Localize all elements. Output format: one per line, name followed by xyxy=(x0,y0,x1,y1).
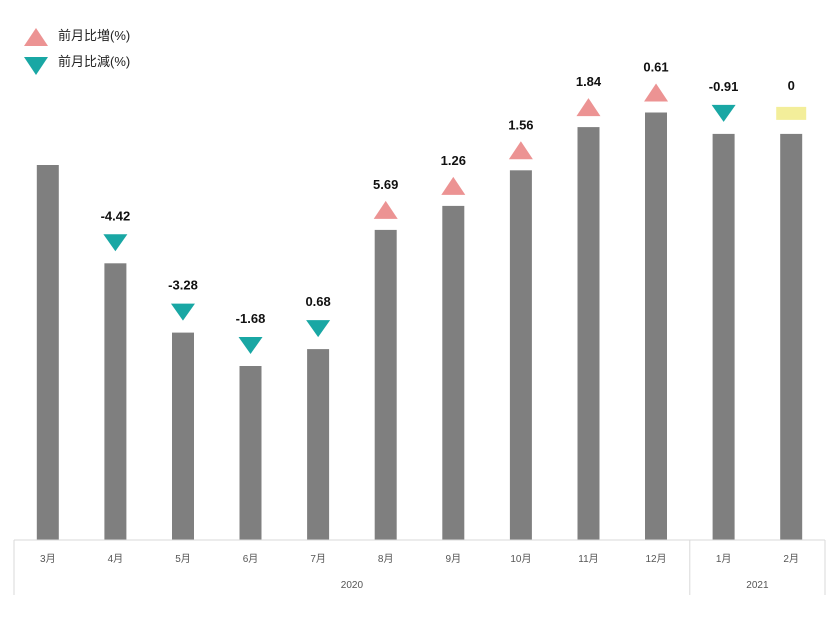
bar-4 xyxy=(239,366,262,540)
x-group-label-2021: 2021 xyxy=(746,580,769,591)
x-tick-label-10: 12月 xyxy=(645,553,666,565)
x-tick-label-7: 9月 xyxy=(446,553,462,565)
x-tick-label-9: 11月 xyxy=(578,553,598,565)
bar-8 xyxy=(509,170,532,541)
legend-decrease-marker xyxy=(24,57,48,75)
change-marker-9 xyxy=(576,98,601,117)
change-marker-6 xyxy=(373,200,398,219)
bar-3 xyxy=(172,332,194,540)
bar-5 xyxy=(307,349,330,540)
change-marker-4 xyxy=(238,337,263,354)
x-axis: 3月 4月 5月 6月 7月 8月 9月 10月 11月 12月 1月 2月 2020 2021 xyxy=(13,539,826,595)
legend-decrease-label: 前月比減(%) xyxy=(58,54,130,69)
legend-increase-label: 前月比増(%) xyxy=(58,28,130,43)
change-label-7: 1.26 xyxy=(441,153,466,168)
change-label-3: -3.28 xyxy=(168,278,198,293)
x-tick-label-12: 2月 xyxy=(783,553,799,565)
bars xyxy=(36,112,803,541)
change-markers xyxy=(103,83,807,354)
bar-1 xyxy=(36,165,59,540)
change-marker-2 xyxy=(103,234,128,252)
change-marker-5 xyxy=(306,320,331,338)
change-label-12: 0 xyxy=(788,78,795,93)
bar-11 xyxy=(712,133,735,540)
bar-9 xyxy=(577,127,600,540)
change-label-9: 1.84 xyxy=(576,74,602,89)
bar-6 xyxy=(374,229,397,540)
x-tick-label-6: 8月 xyxy=(378,553,394,565)
change-marker-11 xyxy=(711,104,736,122)
change-marker-3 xyxy=(170,303,195,321)
x-tick-label-5: 7月 xyxy=(310,553,326,565)
x-tick-label-4: 6月 xyxy=(243,553,259,565)
change-label-5: 0.68 xyxy=(305,294,330,309)
legend: 前月比増(%) 前月比減(%) xyxy=(24,28,130,75)
change-label-2: -4.42 xyxy=(101,208,131,223)
change-marker-8 xyxy=(508,141,533,160)
change-label-6: 5.69 xyxy=(373,177,398,192)
change-marker-7 xyxy=(441,176,466,195)
legend-increase-marker xyxy=(24,28,48,46)
bar-7 xyxy=(442,205,465,540)
x-group-label-2020: 2020 xyxy=(341,580,364,591)
x-tick-label-2: 4月 xyxy=(108,553,124,565)
bar-2 xyxy=(104,263,127,541)
change-label-8: 1.56 xyxy=(508,117,533,132)
change-label-4: -1.68 xyxy=(236,311,266,326)
change-marker-12 xyxy=(776,106,807,120)
change-labels: -4.42 -3.28 -1.68 0.68 5.69 1.26 1.56 1.84 0.61 -… xyxy=(101,60,795,327)
x-tick-label-3: 5月 xyxy=(175,553,191,565)
bar-10 xyxy=(645,112,667,540)
x-tick-label-11: 1月 xyxy=(716,553,732,565)
change-label-11: -0.91 xyxy=(709,79,739,94)
x-tick-label-8: 10月 xyxy=(510,553,531,565)
bar-12 xyxy=(780,133,803,540)
change-label-10: 0.61 xyxy=(643,60,668,75)
change-marker-10 xyxy=(644,83,669,102)
x-tick-label-1: 3月 xyxy=(40,553,56,565)
